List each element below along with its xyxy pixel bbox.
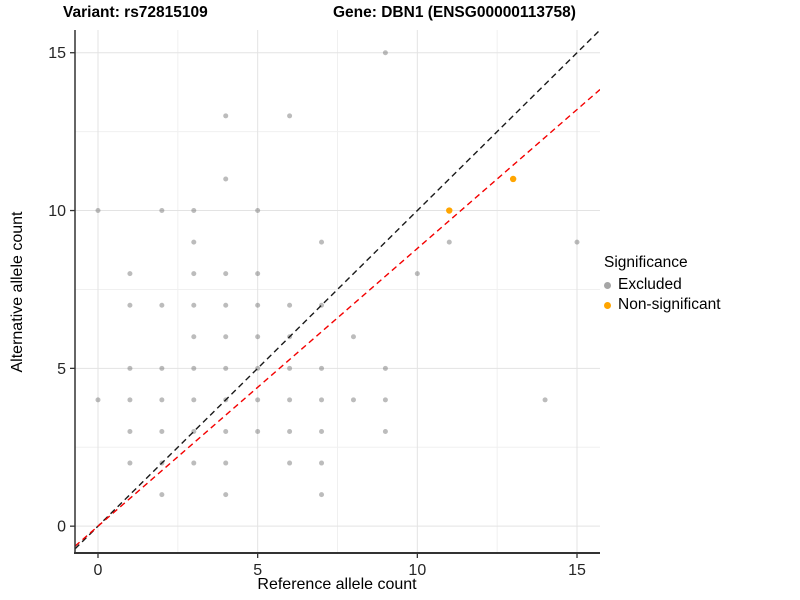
y-tick-label: 10 <box>48 203 66 220</box>
data-point-excluded <box>255 302 261 308</box>
legend-item-excluded: Excluded <box>604 275 721 295</box>
data-point-excluded <box>382 397 388 403</box>
data-point-excluded <box>191 271 197 277</box>
y-tick-label: 15 <box>48 45 66 62</box>
plot-title-variant: Variant: rs72815109 <box>63 4 208 21</box>
data-point-excluded <box>191 397 197 403</box>
data-point-excluded <box>159 397 165 403</box>
data-point-excluded <box>319 239 325 245</box>
y-tick-label: 5 <box>57 361 66 378</box>
data-point-excluded <box>223 271 229 277</box>
data-point-excluded <box>191 208 197 214</box>
data-point-excluded <box>287 302 293 308</box>
data-point-excluded <box>319 365 325 371</box>
data-point-excluded <box>287 460 293 466</box>
data-point-excluded <box>414 271 420 277</box>
identity-line <box>75 30 600 550</box>
data-point-excluded <box>191 239 197 245</box>
data-point-excluded <box>542 397 548 403</box>
data-point-excluded <box>159 492 165 498</box>
data-point-excluded <box>382 365 388 371</box>
data-point-excluded <box>95 397 101 403</box>
data-point-excluded <box>223 176 229 182</box>
legend-title: Significance <box>604 254 688 271</box>
y-axis-title: Alternative allele count <box>9 211 26 373</box>
data-point-excluded <box>319 492 325 498</box>
x-axis-title: Reference allele count <box>257 576 417 593</box>
data-point-excluded <box>127 428 133 434</box>
data-point-excluded <box>319 397 325 403</box>
data-point-non-significant <box>446 207 453 214</box>
data-point-excluded <box>223 460 229 466</box>
data-point-excluded <box>382 428 388 434</box>
fit-line <box>75 89 600 547</box>
data-point-excluded <box>159 302 165 308</box>
data-point-excluded <box>191 365 197 371</box>
data-point-excluded <box>287 365 293 371</box>
data-point-non-significant <box>509 175 517 183</box>
non-significant-dot-icon <box>604 301 611 309</box>
x-tick-label: 15 <box>568 562 586 579</box>
data-point-excluded <box>159 365 165 371</box>
x-tick-label: 0 <box>94 562 103 579</box>
data-point-excluded <box>574 239 580 245</box>
data-point-excluded <box>191 460 197 466</box>
data-point-excluded <box>319 460 325 466</box>
data-point-excluded <box>255 208 261 214</box>
data-point-excluded <box>223 334 229 340</box>
data-point-excluded <box>255 397 261 403</box>
data-point-excluded <box>223 113 229 119</box>
data-point-excluded <box>159 208 165 214</box>
data-point-excluded <box>446 239 452 245</box>
data-point-excluded <box>287 397 293 403</box>
data-point-excluded <box>127 397 133 403</box>
x-tick-label: 5 <box>253 562 262 579</box>
legend-item-non-significant: Non-significant <box>604 295 721 315</box>
plot-title-gene: Gene: DBN1 (ENSG00000113758) <box>333 4 576 21</box>
data-point-excluded <box>95 208 101 214</box>
data-point-excluded <box>255 334 261 340</box>
legend-label-excluded: Excluded <box>618 276 682 293</box>
data-point-excluded <box>127 271 133 277</box>
data-point-excluded <box>319 428 325 434</box>
y-tick-label: 0 <box>57 519 66 536</box>
data-point-excluded <box>191 334 197 340</box>
data-point-excluded <box>382 50 388 56</box>
data-point-excluded <box>223 302 229 308</box>
data-point-excluded <box>159 428 165 434</box>
data-point-excluded <box>350 397 356 403</box>
data-point-excluded <box>223 365 229 371</box>
data-point-excluded <box>191 302 197 308</box>
data-point-excluded <box>287 113 293 119</box>
data-point-excluded <box>255 428 261 434</box>
data-point-excluded <box>255 271 261 277</box>
data-point-excluded <box>350 334 356 340</box>
data-point-excluded <box>127 365 133 371</box>
legend-label-non-significant: Non-significant <box>618 296 721 313</box>
data-point-excluded <box>223 492 229 498</box>
excluded-dot-icon <box>604 281 611 289</box>
data-point-excluded <box>287 428 293 434</box>
data-point-excluded <box>223 428 229 434</box>
data-point-excluded <box>127 302 133 308</box>
data-point-excluded <box>127 460 133 466</box>
legend: Significance Excluded Non-significant <box>604 254 721 315</box>
x-tick-label: 10 <box>408 562 426 579</box>
